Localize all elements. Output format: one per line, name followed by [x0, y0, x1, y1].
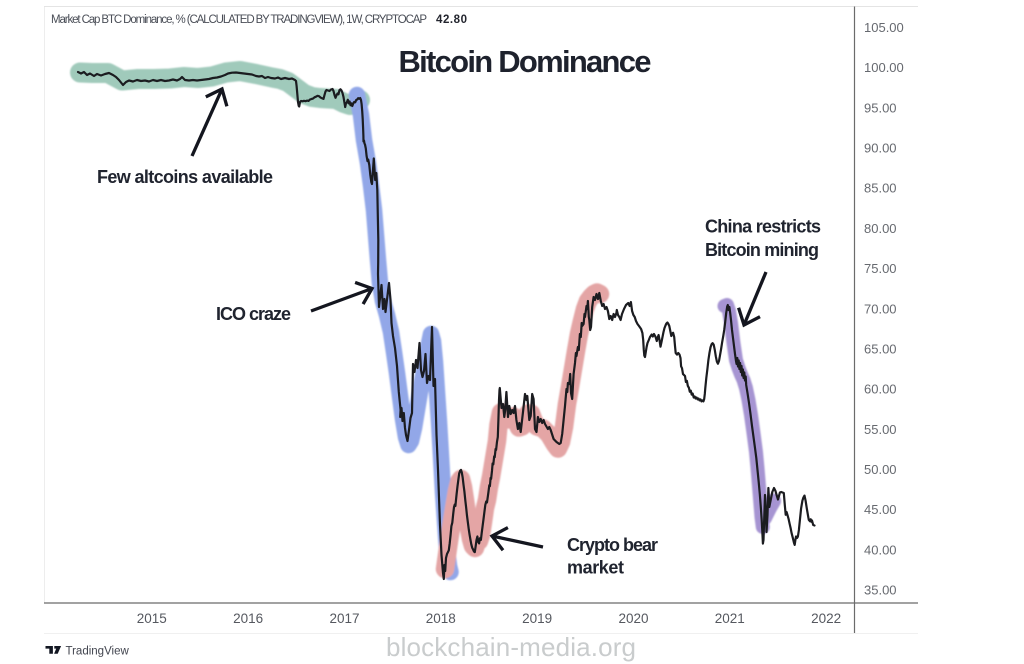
- svg-text:2019: 2019: [522, 611, 552, 626]
- svg-text:China restricts: China restricts: [705, 217, 821, 237]
- svg-text:42.80: 42.80: [436, 14, 467, 26]
- svg-text:55.00: 55.00: [864, 422, 897, 437]
- svg-text:2018: 2018: [426, 611, 456, 626]
- svg-text:65.00: 65.00: [864, 341, 897, 356]
- svg-text:Bitcoin Dominance: Bitcoin Dominance: [399, 44, 652, 79]
- svg-text:Bitcoin mining: Bitcoin mining: [705, 240, 819, 260]
- svg-text:blockchain-media.org: blockchain-media.org: [386, 632, 636, 662]
- svg-text:105.00: 105.00: [864, 20, 904, 35]
- svg-text:2015: 2015: [137, 611, 167, 626]
- svg-text:Market Cap BTC Dominance, % (C: Market Cap BTC Dominance, % (CALCULATED …: [51, 14, 427, 26]
- svg-text:35.00: 35.00: [864, 583, 897, 598]
- svg-text:2021: 2021: [715, 611, 745, 626]
- svg-text:2020: 2020: [618, 611, 648, 626]
- svg-text:2016: 2016: [233, 611, 263, 626]
- svg-text:2017: 2017: [329, 611, 359, 626]
- svg-text:95.00: 95.00: [864, 100, 897, 115]
- svg-text:90.00: 90.00: [864, 141, 897, 156]
- svg-text:75.00: 75.00: [864, 261, 897, 276]
- svg-text:2022: 2022: [811, 611, 841, 626]
- svg-text:80.00: 80.00: [864, 221, 897, 236]
- svg-text:45.00: 45.00: [864, 502, 897, 517]
- svg-text:ICO craze: ICO craze: [216, 304, 291, 324]
- svg-text:70.00: 70.00: [864, 301, 897, 316]
- svg-text:market: market: [567, 558, 624, 578]
- svg-text:60.00: 60.00: [864, 382, 897, 397]
- svg-text:50.00: 50.00: [864, 462, 897, 477]
- svg-text:100.00: 100.00: [864, 60, 904, 75]
- svg-text:40.00: 40.00: [864, 542, 897, 557]
- svg-text:Crypto bear: Crypto bear: [567, 535, 658, 555]
- svg-text:85.00: 85.00: [864, 181, 897, 196]
- svg-text:Few altcoins available: Few altcoins available: [97, 167, 273, 187]
- svg-text:TradingView: TradingView: [66, 646, 130, 658]
